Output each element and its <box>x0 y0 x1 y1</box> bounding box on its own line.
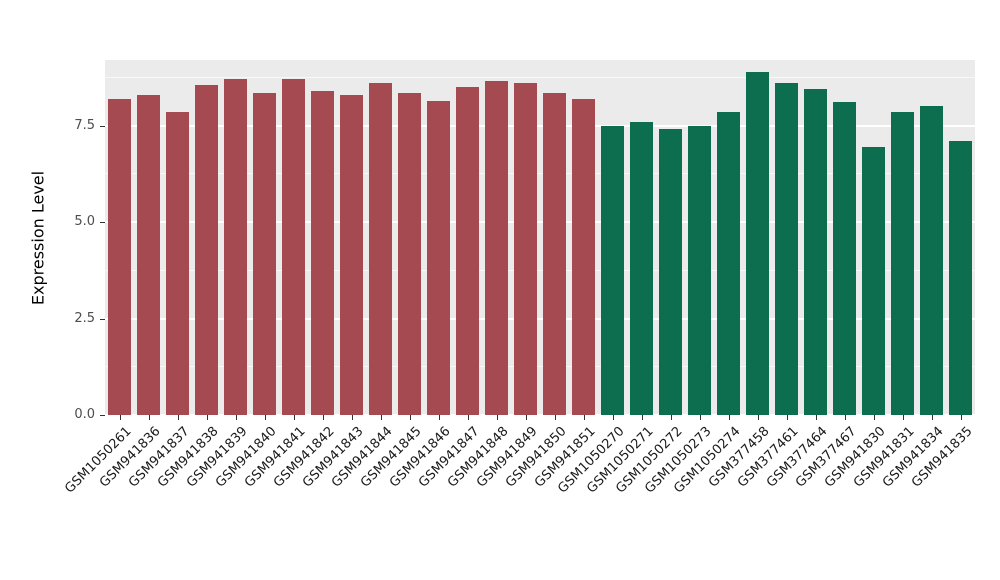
bar-GSM941838 <box>194 85 219 415</box>
bar-GSM1050273 <box>687 125 712 415</box>
x-tick-mark <box>554 415 556 420</box>
bar-GSM1050272 <box>658 129 683 415</box>
y-tick-label: 7.5 <box>74 117 95 133</box>
bar-GSM941845 <box>397 92 422 415</box>
x-tick-mark <box>873 415 875 420</box>
bar-GSM1050261 <box>107 98 132 415</box>
y-tick-label: 0.0 <box>74 407 95 422</box>
x-tick-mark <box>409 415 411 420</box>
bar-GSM941842 <box>310 90 335 415</box>
bar-GSM377467 <box>832 102 857 415</box>
x-tick-mark <box>815 415 817 420</box>
y-tick-label: 5.0 <box>74 214 95 230</box>
gridline-major <box>105 414 975 416</box>
bar-GSM941840 <box>252 92 277 415</box>
x-tick-mark <box>177 415 179 420</box>
bar-GSM941844 <box>368 83 393 415</box>
bar-GSM1050274 <box>716 112 741 415</box>
y-tick-label: 2.5 <box>74 310 95 326</box>
bar-GSM1050270 <box>600 125 625 415</box>
gridline-minor <box>105 173 975 175</box>
bar-GSM941846 <box>426 100 451 415</box>
x-tick-mark <box>351 415 353 420</box>
x-tick-mark <box>641 415 643 420</box>
bar-GSM941839 <box>223 79 248 415</box>
gridline-minor <box>105 76 975 78</box>
bar-GSM941830 <box>861 146 886 415</box>
bar-GSM941837 <box>165 112 190 415</box>
gridline-minor <box>105 269 975 271</box>
bar-GSM941847 <box>455 87 480 415</box>
x-tick-mark <box>206 415 208 420</box>
x-tick-mark <box>670 415 672 420</box>
bar-GSM1050271 <box>629 121 654 415</box>
x-tick-mark <box>525 415 527 420</box>
bar-GSM941848 <box>484 81 509 415</box>
bar-GSM377464 <box>803 88 828 415</box>
y-tick-mark <box>100 318 105 320</box>
gridline-major <box>105 221 975 224</box>
bar-GSM941849 <box>513 83 538 415</box>
x-tick-mark <box>757 415 759 420</box>
gridline-minor <box>105 366 975 368</box>
y-tick-mark <box>100 125 105 127</box>
gridline-major <box>105 317 975 320</box>
x-tick-mark <box>438 415 440 420</box>
bar-GSM941850 <box>542 92 567 415</box>
bar-GSM377458 <box>745 71 770 415</box>
x-tick-mark <box>612 415 614 420</box>
bar-GSM941841 <box>281 79 306 415</box>
bar-GSM941836 <box>136 94 161 415</box>
x-tick-mark <box>786 415 788 420</box>
bar-GSM941835 <box>948 141 973 415</box>
bar-GSM377461 <box>774 83 799 415</box>
bar-GSM941831 <box>890 112 915 415</box>
x-tick-mark <box>235 415 237 420</box>
x-tick-mark <box>902 415 904 420</box>
bar-GSM941851 <box>571 98 596 415</box>
x-tick-mark <box>119 415 121 420</box>
x-tick-mark <box>264 415 266 420</box>
plot-panel <box>105 60 975 416</box>
x-tick-mark <box>293 415 295 420</box>
x-tick-mark <box>583 415 585 420</box>
x-tick-mark <box>148 415 150 420</box>
gridline-major <box>105 124 975 127</box>
x-tick-mark <box>699 415 701 420</box>
x-tick-mark <box>844 415 846 420</box>
x-tick-mark <box>931 415 933 420</box>
bar-GSM941834 <box>919 106 944 415</box>
x-tick-mark <box>960 415 962 420</box>
x-tick-mark <box>380 415 382 420</box>
x-tick-mark <box>467 415 469 420</box>
x-tick-mark <box>728 415 730 420</box>
y-axis-title: Expression Level <box>28 170 48 305</box>
y-tick-mark <box>100 415 105 416</box>
y-tick-mark <box>100 222 105 224</box>
x-tick-mark <box>496 415 498 420</box>
bar-GSM941843 <box>339 94 364 415</box>
x-tick-mark <box>322 415 324 420</box>
